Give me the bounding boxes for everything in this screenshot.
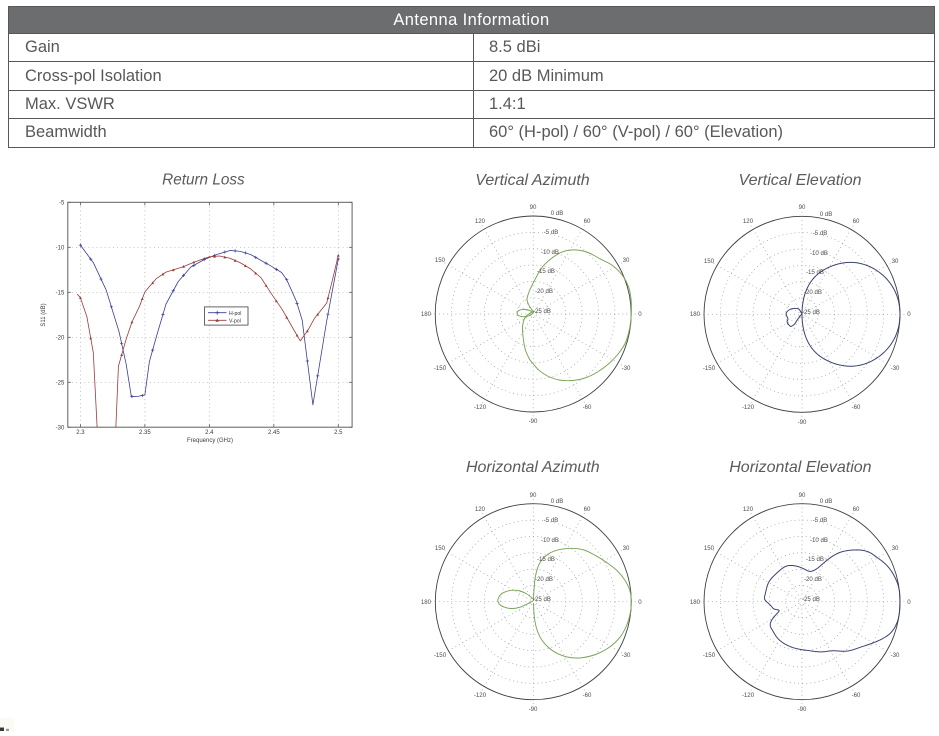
svg-text:-10 dB: -10 dB — [810, 250, 828, 257]
svg-text:2.45: 2.45 — [268, 430, 280, 436]
svg-text:90: 90 — [799, 492, 806, 499]
svg-text:60: 60 — [853, 506, 860, 513]
svg-text:-5 dB: -5 dB — [544, 229, 559, 236]
svg-text:150: 150 — [704, 545, 715, 552]
svg-text:-20 dB: -20 dB — [535, 288, 553, 295]
svg-text:2.35: 2.35 — [139, 430, 151, 436]
svg-text:-10 dB: -10 dB — [810, 537, 828, 544]
svg-text:120: 120 — [475, 218, 486, 225]
svg-text:-20 dB: -20 dB — [804, 289, 822, 296]
svg-text:-120: -120 — [742, 692, 755, 699]
svg-text:-60: -60 — [583, 404, 592, 411]
svg-text:Horizontal Azimuth: Horizontal Azimuth — [466, 459, 600, 476]
svg-text:-90: -90 — [529, 418, 538, 425]
svg-text:180: 180 — [690, 311, 701, 318]
svg-text:150: 150 — [435, 257, 446, 264]
svg-text:-10: -10 — [56, 246, 65, 252]
svg-text:120: 120 — [743, 506, 754, 513]
svg-text:-15 dB: -15 dB — [806, 556, 824, 563]
svg-text:S11 (dB): S11 (dB) — [41, 303, 47, 326]
svg-text:-30: -30 — [622, 652, 631, 659]
svg-text:-15 dB: -15 dB — [537, 268, 555, 275]
svg-text:0: 0 — [907, 599, 911, 606]
svg-text:-60: -60 — [852, 692, 861, 699]
svg-text:Frequency (GHz): Frequency (GHz) — [187, 438, 233, 444]
svg-text:-30: -30 — [891, 652, 900, 659]
svg-text:-30: -30 — [622, 365, 631, 372]
svg-text:-30: -30 — [891, 365, 900, 372]
svg-text:-150: -150 — [703, 652, 716, 659]
svg-text:60: 60 — [584, 218, 591, 225]
svg-text:150: 150 — [435, 545, 446, 552]
svg-text:-120: -120 — [742, 404, 755, 411]
svg-text:2.5: 2.5 — [334, 430, 343, 436]
svg-text:-90: -90 — [798, 419, 807, 426]
svg-text:-5 dB: -5 dB — [544, 517, 559, 524]
svg-text:90: 90 — [530, 492, 537, 499]
svg-text:30: 30 — [892, 258, 899, 265]
svg-text:120: 120 — [743, 218, 754, 225]
svg-text:-150: -150 — [434, 365, 447, 372]
svg-text:2.4: 2.4 — [205, 430, 214, 436]
svg-text:-25 dB: -25 dB — [533, 308, 551, 315]
svg-text:90: 90 — [799, 204, 806, 211]
svg-text:-120: -120 — [474, 404, 487, 411]
svg-text:90: 90 — [530, 204, 537, 211]
svg-text:Vertical Azimuth: Vertical Azimuth — [475, 172, 590, 189]
svg-text:120: 120 — [475, 506, 486, 513]
svg-text:30: 30 — [623, 257, 630, 264]
svg-text:60: 60 — [853, 218, 860, 225]
svg-text:150: 150 — [704, 258, 715, 265]
svg-text:30: 30 — [623, 545, 630, 552]
svg-text:Vertical Elevation: Vertical Elevation — [738, 172, 861, 189]
svg-text:180: 180 — [421, 311, 432, 318]
svg-text:-25 dB: -25 dB — [802, 596, 820, 603]
svg-text:-15 dB: -15 dB — [806, 269, 824, 276]
svg-text:-60: -60 — [583, 692, 592, 699]
svg-text:0: 0 — [638, 311, 642, 318]
svg-text:H-pol: H-pol — [229, 311, 241, 317]
svg-text:-25 dB: -25 dB — [802, 309, 820, 316]
svg-text:-90: -90 — [798, 706, 807, 713]
svg-text:-15 dB: -15 dB — [537, 556, 555, 563]
svg-text:2.3: 2.3 — [76, 430, 85, 436]
svg-text:-5 dB: -5 dB — [813, 517, 828, 524]
svg-text:-10 dB: -10 dB — [541, 249, 559, 256]
svg-text:0 dB: 0 dB — [551, 498, 564, 505]
svg-text:0 dB: 0 dB — [820, 498, 833, 505]
svg-text:-25 dB: -25 dB — [533, 596, 551, 603]
svg-text:-5: -5 — [59, 201, 65, 207]
svg-text:-15: -15 — [56, 291, 65, 297]
svg-text:0: 0 — [638, 599, 642, 606]
svg-text:-20 dB: -20 dB — [804, 576, 822, 583]
svg-text:Return Loss: Return Loss — [162, 172, 245, 189]
svg-text:-25: -25 — [56, 381, 65, 387]
svg-text:0 dB: 0 dB — [551, 210, 564, 217]
svg-text:-5 dB: -5 dB — [813, 230, 828, 237]
svg-text:60: 60 — [584, 506, 591, 513]
svg-text:-150: -150 — [434, 652, 447, 659]
svg-text:-60: -60 — [852, 404, 861, 411]
svg-text:-30: -30 — [56, 426, 65, 432]
svg-text:-20 dB: -20 dB — [535, 576, 553, 583]
svg-text:-20: -20 — [56, 336, 65, 342]
svg-text:-90: -90 — [529, 706, 538, 713]
svg-text:0 dB: 0 dB — [820, 211, 833, 218]
svg-text:0: 0 — [907, 311, 911, 318]
svg-text:180: 180 — [690, 599, 701, 606]
svg-text:V-pol: V-pol — [229, 319, 241, 325]
svg-text:180: 180 — [421, 599, 432, 606]
svg-text:-150: -150 — [703, 365, 716, 372]
svg-text:Horizontal Elevation: Horizontal Elevation — [729, 459, 871, 476]
svg-text:-120: -120 — [474, 692, 487, 699]
svg-text:-10 dB: -10 dB — [541, 537, 559, 544]
svg-text:30: 30 — [892, 545, 899, 552]
